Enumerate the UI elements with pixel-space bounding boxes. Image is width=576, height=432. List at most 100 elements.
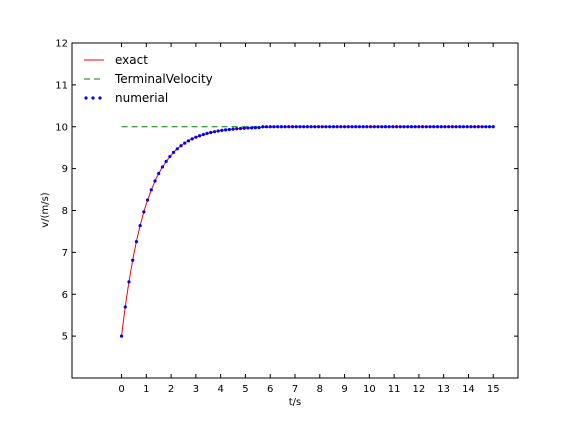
y-tick-label: 6 [62,290,68,301]
numerial-point [309,125,313,129]
legend-numerial-dot [91,96,95,100]
numerial-point [316,125,321,129]
series-layer [119,125,495,338]
numerial-point [480,125,484,129]
y-tick-label: 5 [62,332,68,343]
numerial-point [194,135,198,139]
numerial-point [201,132,205,137]
x-tick-label: 11 [388,384,401,395]
numerial-point [224,128,228,132]
numerial-point [406,125,410,129]
numerial-point [171,150,176,154]
numerial-point [454,125,458,129]
x-tick-label: 1 [143,384,149,395]
numerial-point [298,125,302,129]
numerial-point [365,125,369,129]
y-tick-label: 7 [62,248,68,259]
numerial-point [149,188,153,192]
numerial-point [376,125,380,129]
numerial-point [264,125,269,129]
numerial-point [342,125,347,129]
numerial-point [220,128,224,132]
numerial-point [246,126,250,130]
numerial-point [391,125,395,129]
numerial-point [320,125,324,129]
numerial-point [461,125,466,129]
numerial-point [257,125,261,130]
x-tick-label: 10 [363,384,376,395]
numerial-point [417,125,421,129]
numerial-point [205,131,209,135]
legend: exact TerminalVelocity numerial [84,53,213,105]
legend-label-numerial: numerial [115,91,168,105]
numerial-point [179,144,183,148]
x-tick-label: 4 [217,384,223,395]
numerial-point [435,125,440,129]
legend-label-exact: exact [115,53,148,67]
x-tick-label: 0 [118,384,124,395]
x-tick-label: 6 [267,384,273,395]
numerial-point [198,134,202,138]
x-tick-label: 2 [168,384,174,395]
numerial-point [227,127,231,132]
numerial-point [424,125,428,129]
numerial-point [231,127,235,131]
numerial-point [164,159,168,163]
x-tick-label: 12 [413,384,426,395]
numerial-point [324,125,328,129]
numerial-point [119,334,124,338]
numerial-point [127,280,131,284]
x-tick-label: 5 [242,384,248,395]
numerial-point [131,258,135,262]
legend-numerial-dot [84,96,88,100]
numerial-point [432,125,436,129]
numerial-point [387,125,391,129]
numerial-point [465,125,469,129]
numerial-point [209,130,213,135]
numerial-point [487,125,492,129]
x-tick-label: 13 [437,384,450,395]
numerial-point [398,125,402,129]
numerial-point [328,125,332,129]
y-tick-label: 12 [55,39,68,50]
numerial-point [183,141,187,145]
numerial-point [276,125,280,129]
numerial-point [279,125,283,129]
numerial-point [409,125,414,129]
numerial-point [305,125,309,129]
y-tick-label: 8 [62,206,68,217]
numerial-point [339,125,343,129]
numerial-point [394,125,399,129]
numerial-point [421,125,425,129]
numerial-point [350,125,354,129]
legend-label-terminalvelocity: TerminalVelocity [114,72,213,86]
numerial-point [272,125,276,129]
legend-numerial-dot [98,96,102,100]
numerial-point [439,125,443,129]
numerial-point [458,125,462,129]
numerial-point [134,240,139,244]
numerial-point [138,224,142,228]
numerial-point [186,139,191,143]
x-tick-label: 3 [193,384,199,395]
numerial-point [142,210,146,214]
numerial-point [443,125,447,129]
numerial-point [346,125,350,129]
numerial-point [168,154,172,159]
numerial-point [261,125,265,129]
x-tick-label: 7 [292,384,298,395]
numerial-point [413,125,417,129]
numerial-point [290,125,295,129]
x-tick-label: 15 [487,384,500,395]
numerial-point [253,126,257,130]
numerial-point [383,125,388,129]
numerial-point [313,125,317,129]
numerial-point [428,125,432,129]
numerial-point [484,125,488,129]
numerial-point [361,125,365,129]
numerial-point [368,125,373,129]
numerial-point [268,125,272,129]
numerial-point [238,126,243,131]
